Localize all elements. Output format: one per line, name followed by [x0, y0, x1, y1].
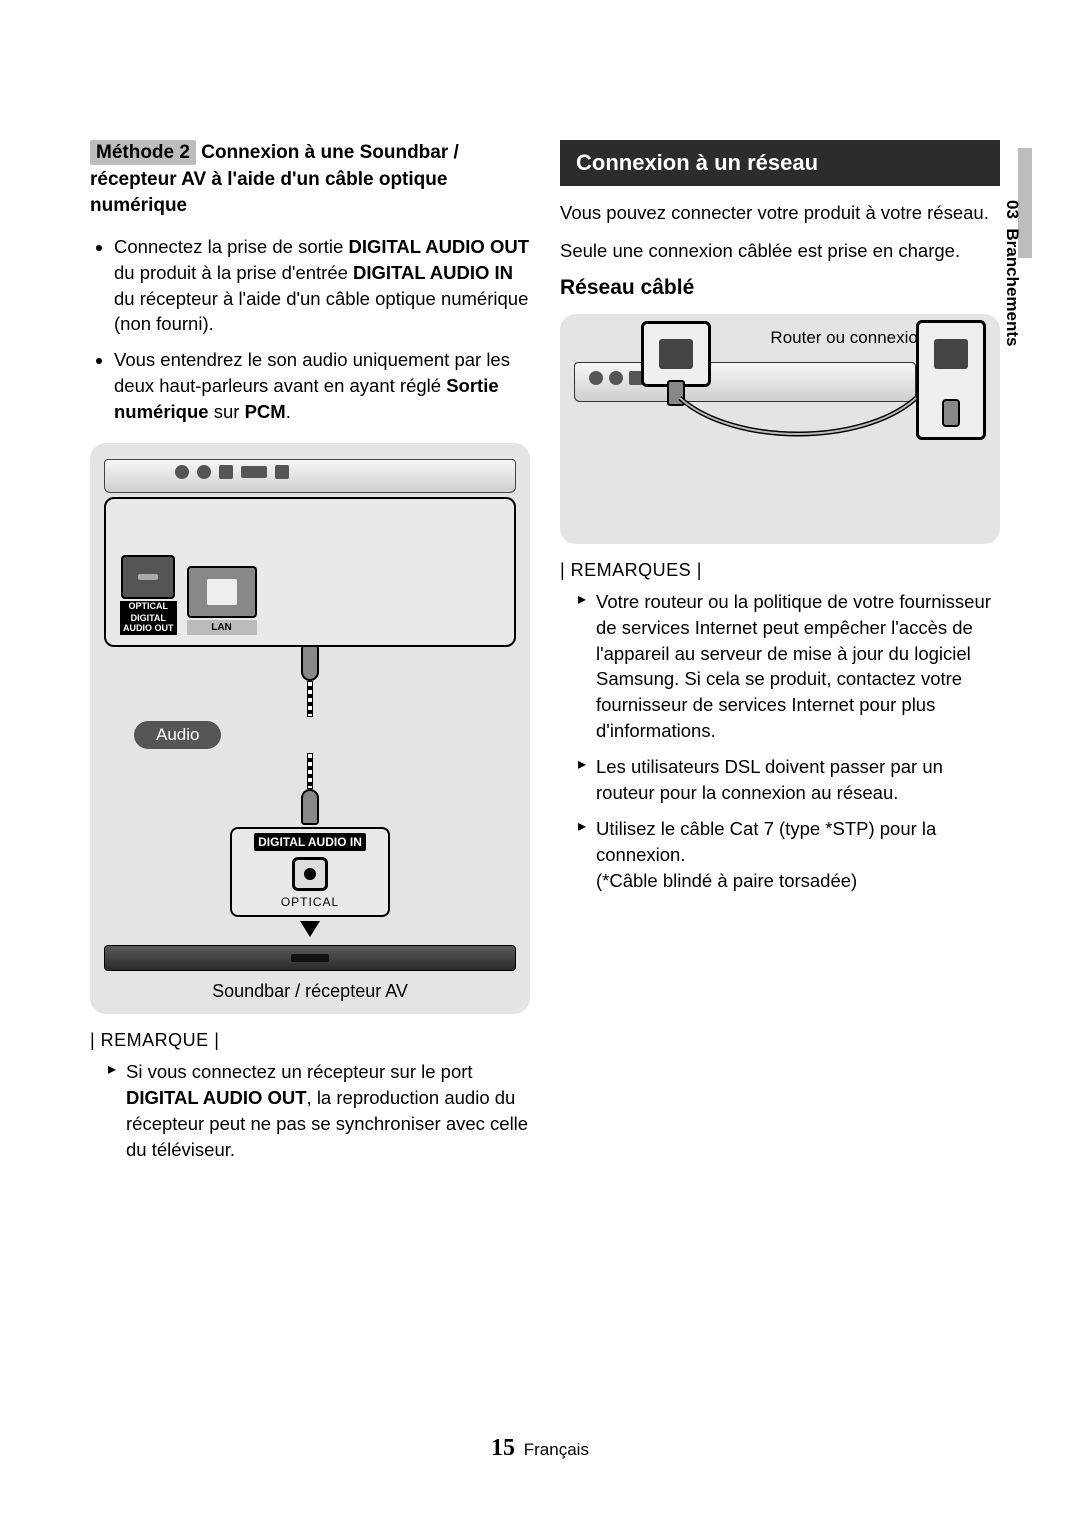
page-footer: 15 Français	[0, 1435, 1080, 1462]
port-icon	[609, 371, 623, 385]
remarques-item: Utilisez le câble Cat 7 (type *STP) pour…	[578, 816, 1000, 894]
optical-port: OPTICAL DIGITAL AUDIO OUT	[120, 555, 177, 635]
audio-diagram: OPTICAL DIGITAL AUDIO OUT LAN Audio DIGI…	[90, 443, 530, 1014]
remarques-label: | REMARQUES |	[560, 560, 1000, 581]
port-icon	[589, 371, 603, 385]
remarque-label: | REMARQUE |	[90, 1030, 530, 1051]
port-icon	[197, 465, 211, 479]
diagram-caption: Soundbar / récepteur AV	[104, 981, 516, 1002]
side-chapter-label: 03 Branchements	[1002, 200, 1022, 346]
remarque-list: Si vous connectez un récepteur sur le po…	[90, 1059, 530, 1163]
bullet-1: Connectez la prise de sortie DIGITAL AUD…	[114, 234, 530, 338]
remarques-item: Votre routeur ou la politique de votre f…	[578, 589, 1000, 744]
ethernet-plug-icon	[942, 399, 960, 427]
lan-port: LAN	[187, 566, 257, 635]
optical-in-port-icon	[292, 857, 328, 891]
intro-1: Vous pouvez connecter votre produit à vo…	[560, 200, 1000, 226]
page-lang: Français	[524, 1440, 589, 1459]
remarque-item: Si vous connectez un récepteur sur le po…	[108, 1059, 530, 1163]
lan-port-zoom-icon	[641, 321, 711, 387]
page-number: 15	[491, 1435, 515, 1461]
digital-audio-in-box: DIGITAL AUDIO IN OPTICAL	[230, 827, 390, 917]
rear-panel-zoom: OPTICAL DIGITAL AUDIO OUT LAN	[104, 497, 516, 647]
soundbar-icon	[104, 945, 516, 971]
arrow-down-icon	[300, 921, 320, 937]
device-rear-icon	[104, 459, 516, 493]
method-badge: Méthode 2	[90, 140, 196, 165]
ethernet-cable-icon	[678, 396, 918, 446]
port-icon	[275, 465, 289, 479]
audio-label-pill: Audio	[134, 721, 221, 749]
network-diagram: Router ou connexion murale	[560, 314, 1000, 544]
port-icon	[241, 466, 267, 478]
remarques-item: Les utilisateurs DSL doivent passer par …	[578, 754, 1000, 806]
left-column: Méthode 2 Connexion à une Soundbar / réc…	[90, 140, 530, 1173]
bullet-2: Vous entendrez le son audio uniquement p…	[114, 347, 530, 425]
wall-jack-icon	[916, 320, 986, 440]
method-title: Méthode 2 Connexion à une Soundbar / réc…	[90, 140, 530, 220]
section-header: Connexion à un réseau	[560, 140, 1000, 186]
optical-cable-icon: Audio	[104, 645, 516, 825]
remarques-list: Votre routeur ou la politique de votre f…	[560, 589, 1000, 894]
method-bullets: Connectez la prise de sortie DIGITAL AUD…	[90, 234, 530, 425]
right-column: Connexion à un réseau Vous pouvez connec…	[560, 140, 1000, 1173]
chapter-title: Branchements	[1003, 228, 1022, 346]
intro-2: Seule une connexion câblée est prise en …	[560, 238, 1000, 264]
port-icon	[219, 465, 233, 479]
sub-heading: Réseau câblé	[560, 276, 1000, 300]
chapter-number: 03	[1003, 200, 1022, 219]
port-icon	[175, 465, 189, 479]
